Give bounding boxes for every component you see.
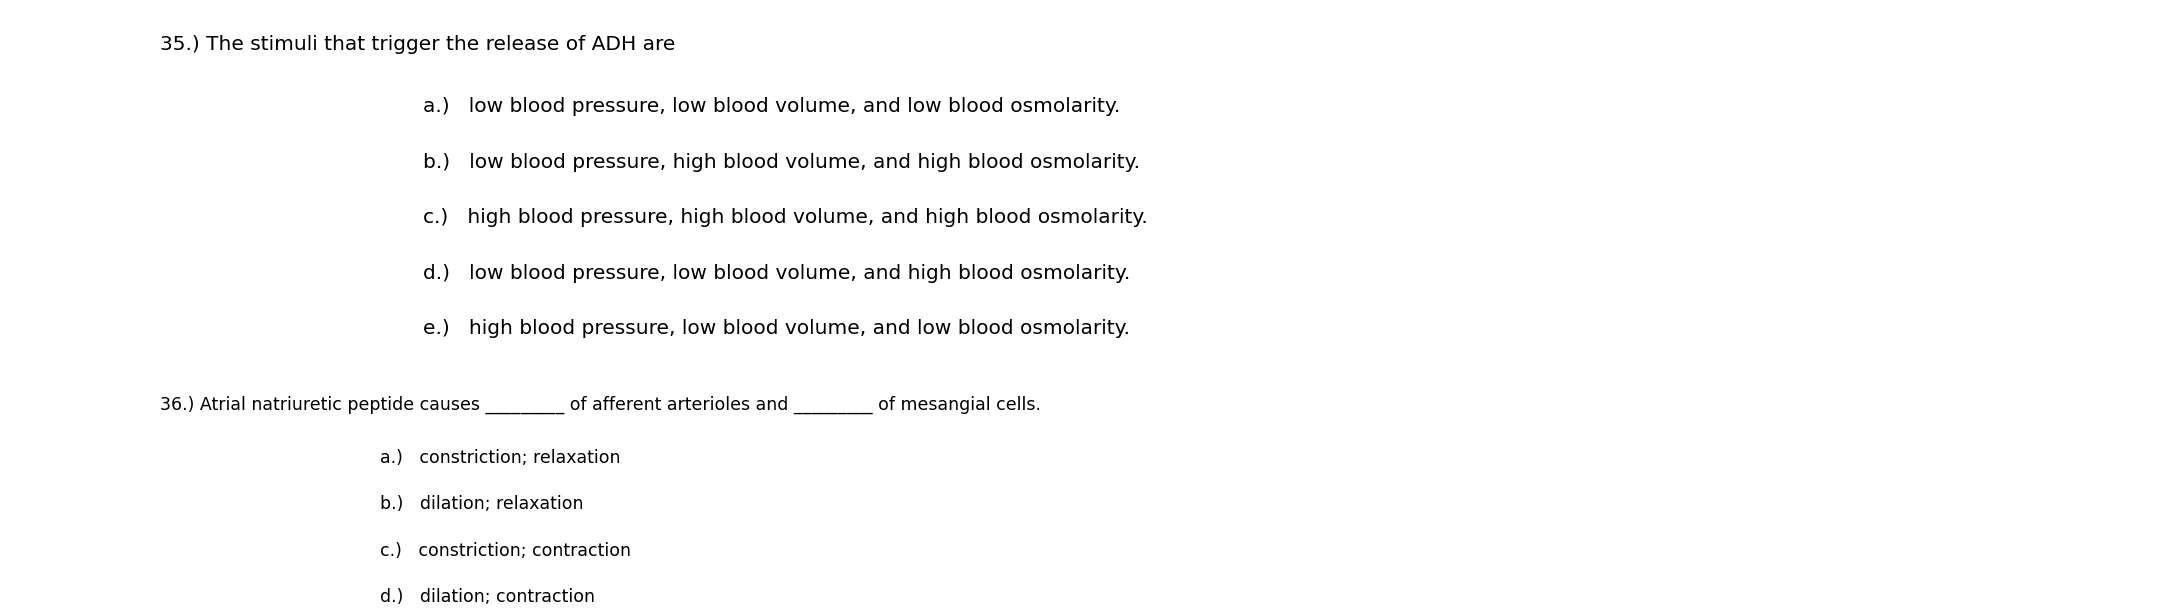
- Text: c.)   constriction; contraction: c.) constriction; contraction: [380, 542, 631, 560]
- Text: a.)   low blood pressure, low blood volume, and low blood osmolarity.: a.) low blood pressure, low blood volume…: [423, 97, 1121, 116]
- Text: e.)   high blood pressure, low blood volume, and low blood osmolarity.: e.) high blood pressure, low blood volum…: [423, 319, 1130, 338]
- Text: c.)   high blood pressure, high blood volume, and high blood osmolarity.: c.) high blood pressure, high blood volu…: [423, 208, 1147, 227]
- Text: d.)   low blood pressure, low blood volume, and high blood osmolarity.: d.) low blood pressure, low blood volume…: [423, 264, 1130, 283]
- Text: b.)   low blood pressure, high blood volume, and high blood osmolarity.: b.) low blood pressure, high blood volum…: [423, 153, 1140, 172]
- Text: 36.) Atrial natriuretic peptide causes _________ of afferent arterioles and ____: 36.) Atrial natriuretic peptide causes _…: [160, 396, 1041, 414]
- Text: b.)   dilation; relaxation: b.) dilation; relaxation: [380, 496, 583, 513]
- Text: a.)   constriction; relaxation: a.) constriction; relaxation: [380, 449, 620, 467]
- Text: 35.) The stimuli that trigger the release of ADH are: 35.) The stimuli that trigger the releas…: [160, 35, 676, 54]
- Text: d.)   dilation; contraction: d.) dilation; contraction: [380, 588, 594, 606]
